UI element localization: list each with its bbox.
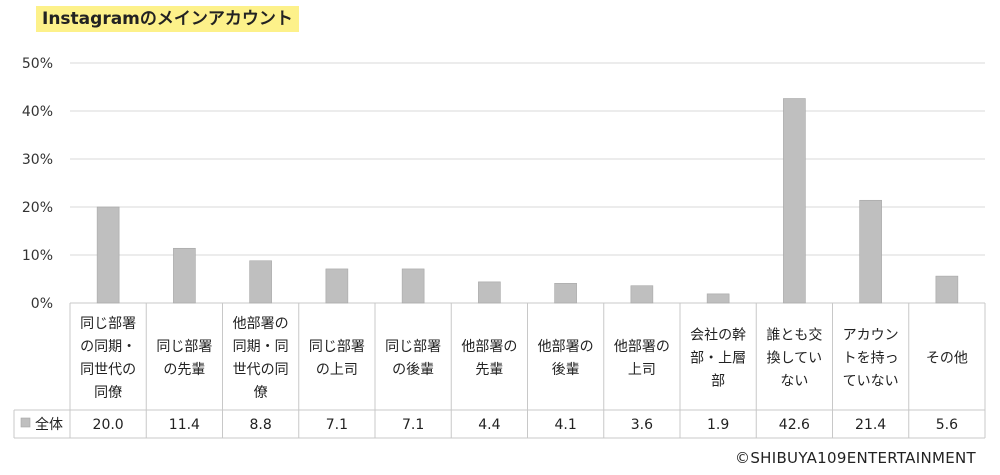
- data-label: 20.0: [93, 417, 124, 433]
- bar: [401, 268, 425, 304]
- bar: [935, 275, 959, 304]
- category-label: 他部署の上司: [614, 339, 670, 378]
- data-label: 8.8: [249, 417, 271, 433]
- bar: [173, 247, 196, 304]
- category-label: アカウントを持っていない: [843, 328, 899, 390]
- legend-label: 全体: [35, 416, 63, 433]
- y-tick-label: 30%: [22, 152, 53, 168]
- bar: [859, 199, 882, 304]
- category-label: その他: [926, 351, 968, 367]
- category-label: 同じ部署の後輩: [385, 339, 441, 378]
- y-tick-label: 0%: [31, 296, 53, 312]
- category-label: 同じ部署の上司: [309, 339, 365, 378]
- data-label: 42.6: [779, 417, 810, 433]
- data-label: 21.4: [855, 417, 886, 433]
- data-label: 3.6: [631, 417, 653, 433]
- bar: [325, 268, 349, 304]
- y-tick-label: 40%: [22, 104, 53, 120]
- y-tick-label: 20%: [22, 200, 53, 216]
- y-tick-label: 50%: [22, 56, 53, 72]
- bar: [249, 260, 272, 304]
- copyright-notice: ©SHIBUYA109ENTERTAINMENT: [735, 449, 976, 467]
- legend-swatch: [20, 417, 31, 428]
- data-label: 11.4: [169, 417, 200, 433]
- data-label: 1.9: [707, 417, 729, 433]
- chart-title: Instagramのメインアカウント: [36, 6, 299, 32]
- bar: [478, 281, 501, 304]
- category-label: 誰とも交換していない: [766, 327, 822, 390]
- category-label: 他部署の同期・同世代の同僚: [233, 316, 289, 401]
- data-label: 4.1: [554, 417, 576, 433]
- bar: [554, 283, 577, 304]
- category-label: 同じ部署の同期・同世代の同僚: [80, 316, 136, 401]
- bar: [630, 285, 654, 304]
- data-label: 4.4: [478, 417, 500, 433]
- bar: [706, 293, 730, 304]
- data-label: 7.1: [326, 417, 348, 433]
- category-label: 他部署の後輩: [538, 339, 594, 378]
- y-tick-label: 10%: [22, 248, 53, 264]
- category-label: 会社の幹部・上層部: [690, 327, 746, 390]
- data-label: 5.6: [936, 417, 958, 433]
- bar: [96, 206, 120, 304]
- category-label: 同じ部署の先輩: [156, 339, 212, 378]
- data-label: 7.1: [402, 417, 424, 433]
- bar: [783, 98, 806, 304]
- category-label: 他部署の先輩: [461, 339, 517, 378]
